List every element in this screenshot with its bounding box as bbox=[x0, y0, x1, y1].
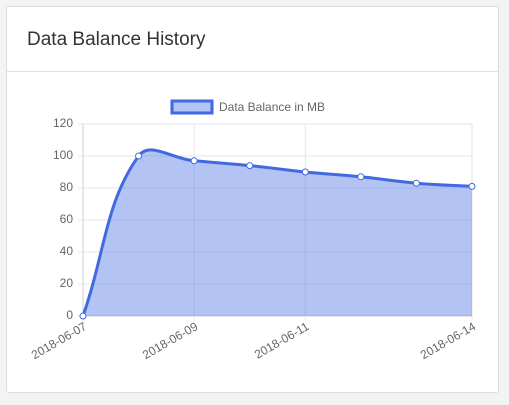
point bbox=[412, 179, 420, 187]
y-tick-label: 120 bbox=[53, 116, 73, 130]
point bbox=[468, 182, 476, 190]
y-tick-label: 40 bbox=[60, 244, 74, 258]
x-tick-label: 2018-06-07 bbox=[29, 319, 89, 362]
x-tick-label: 2018-06-14 bbox=[418, 319, 478, 362]
point bbox=[79, 312, 87, 320]
x-tick-label: 2018-06-11 bbox=[252, 319, 312, 362]
y-tick-label: 0 bbox=[66, 308, 73, 322]
y-tick-label: 20 bbox=[60, 276, 74, 290]
y-tick-label: 100 bbox=[53, 148, 73, 162]
card: Data Balance History bbox=[6, 6, 499, 393]
line bbox=[81, 148, 473, 317]
legend-swatch bbox=[170, 99, 214, 115]
y-tick-label: 60 bbox=[60, 212, 74, 226]
point bbox=[190, 157, 198, 165]
point bbox=[246, 162, 254, 170]
area bbox=[83, 149, 472, 316]
legend-label: Data Balance in MB bbox=[219, 100, 325, 114]
point bbox=[301, 168, 309, 176]
point bbox=[135, 152, 143, 160]
card-header: Data Balance History bbox=[7, 7, 498, 72]
x-tick-label: 2018-06-09 bbox=[140, 319, 200, 362]
y-tick-label: 80 bbox=[60, 180, 74, 194]
point bbox=[357, 173, 365, 181]
card-title: Data Balance History bbox=[27, 29, 206, 50]
